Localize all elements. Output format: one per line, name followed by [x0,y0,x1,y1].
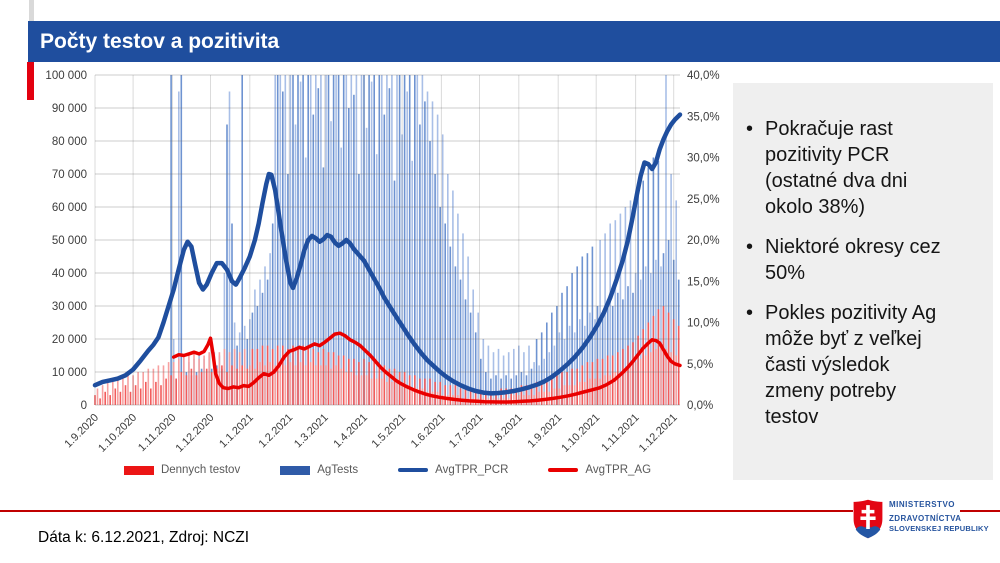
legend-item-avgtpr-ag: AvgTPR_AG [548,464,651,476]
slovak-coat-of-arms-icon [853,499,883,539]
svg-text:30,0%: 30,0% [687,153,720,165]
svg-text:1.6.2021: 1.6.2021 [409,412,448,451]
bullet-marker [746,300,765,430]
bullet-marker [746,234,765,286]
y-right-axis-labels: 0,0% 5,0% 10,0% 15,0% 20,0% 25,0% 30,0% 35,0% 40… [687,70,720,412]
svg-text:10,0%: 10,0% [687,318,720,330]
svg-text:10 000: 10 000 [52,367,87,379]
page-title: Počty testov a pozitivita [40,30,280,53]
bullet-text: Pokračuje rast pozitivity PCR (ostatné d… [765,118,908,218]
tests-positivity-chart: 0 10 000 20 000 30 000 40 000 50 000 60 000 70 … [45,70,720,455]
avgtpr-pcr-line [92,112,683,396]
svg-text:1.11.2021: 1.11.2021 [599,412,642,455]
legend-label: AvgTPR_AG [585,464,652,476]
svg-text:40 000: 40 000 [52,268,87,280]
svg-text:1.12.2021: 1.12.2021 [637,412,680,455]
svg-text:1.8.2021: 1.8.2021 [486,412,525,451]
svg-text:100 000: 100 000 [45,70,87,82]
bullet-item: Niektoré okresy cez 50% [746,234,973,286]
svg-text:1.9.2020: 1.9.2020 [62,412,101,451]
svg-text:1.2.2021: 1.2.2021 [257,412,296,451]
ministry-name-line3: SLOVENSKEJ REPUBLIKY [889,524,989,533]
left-red-accent-bar [27,62,34,100]
svg-text:1.1.2021: 1.1.2021 [217,412,256,451]
legend-item-agtests: AgTests [280,464,358,476]
title-bar: Počty testov a pozitivita [28,21,1000,62]
legend-line-swatch [398,468,429,472]
svg-text:1.10.2021: 1.10.2021 [559,412,602,455]
top-gray-accent [29,0,34,21]
legend-bar-swatch [123,465,154,475]
ministry-logo: MINISTERSTVO ZDRAVOTNÍCTVA SLOVENSKEJ RE… [852,497,1000,542]
y-left-axis-labels: 0 10 000 20 000 30 000 40 000 50 000 60 000 70 … [45,70,87,412]
svg-text:15,0%: 15,0% [687,276,720,288]
svg-text:20 000: 20 000 [52,334,87,346]
svg-text:20,0%: 20,0% [687,235,720,247]
ministry-name-line1: MINISTERSTVO [889,500,956,509]
svg-text:0: 0 [81,400,87,412]
svg-text:1.11.2020: 1.11.2020 [136,412,179,455]
legend-label: Dennych testov [160,464,241,476]
bullet-marker [746,116,765,220]
svg-text:40,0%: 40,0% [687,70,720,82]
svg-text:1.12.2020: 1.12.2020 [174,412,217,455]
svg-text:80 000: 80 000 [52,136,87,148]
svg-text:35,0%: 35,0% [687,111,720,123]
bullet-item: Pokračuje rast pozitivity PCR (ostatné d… [746,116,973,220]
svg-text:1.5.2021: 1.5.2021 [369,412,408,451]
bullet-text: Pokles pozitivity Ag môže byť z veľkej č… [765,302,937,428]
legend-line-swatch [548,468,579,472]
svg-text:1.9.2021: 1.9.2021 [526,412,565,451]
notes-panel: Pokračuje rast pozitivity PCR (ostatné d… [733,83,993,480]
svg-text:1.3.2021: 1.3.2021 [292,412,331,451]
svg-text:25,0%: 25,0% [687,194,720,206]
footer-red-line [0,510,853,512]
legend-item-avgtpr-pcr: AvgTPR_PCR [398,464,508,476]
chart-legend: Dennych testov AgTests AvgTPR_PCR AvgTPR_AG [95,464,680,476]
svg-text:1.4.2021: 1.4.2021 [331,412,370,451]
ministry-name-line2: ZDRAVOTNÍCTVA [889,514,962,523]
svg-text:90 000: 90 000 [52,103,87,115]
svg-text:5,0%: 5,0% [687,359,713,371]
legend-label: AgTests [317,464,359,476]
data-source-note: Dáta k: 6.12.2021, Zdroj: NCZI [38,529,250,546]
svg-text:70 000: 70 000 [52,169,87,181]
legend-label: AvgTPR_PCR [435,464,509,476]
avgtpr-ag-line [171,331,682,404]
bullet-text: Niektoré okresy cez 50% [765,236,941,284]
svg-text:60 000: 60 000 [52,202,87,214]
svg-text:1.7.2021: 1.7.2021 [447,412,486,451]
footer-red-line [960,510,1000,512]
legend-bar-swatch [280,465,311,475]
svg-text:30 000: 30 000 [52,301,87,313]
bullet-item: Pokles pozitivity Ag môže byť z veľkej č… [746,300,973,430]
legend-item-dennych-testov: Dennych testov [123,464,241,476]
svg-text:1.10.2020: 1.10.2020 [96,412,139,455]
gridlines [94,74,680,406]
svg-text:50 000: 50 000 [52,235,87,247]
svg-text:0,0%: 0,0% [687,400,713,412]
